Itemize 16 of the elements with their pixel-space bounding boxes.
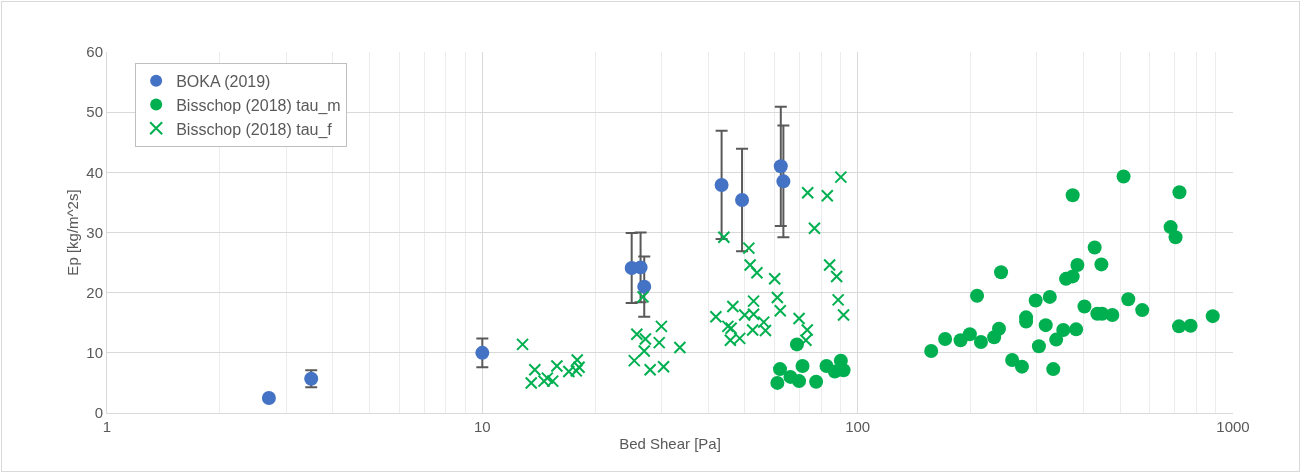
y-tick-label: 40 (86, 163, 103, 181)
y-tick-label: 10 (86, 344, 103, 362)
x-axis-title: Bed Shear [Pa] (619, 435, 721, 452)
y-tick-label: 30 (86, 223, 103, 241)
x-tick-label: 100 (845, 418, 871, 435)
legend-label: Bisschop (2018) tau_m (176, 96, 341, 115)
legend-label: BOKA (2019) (176, 72, 271, 90)
y-axis-title: Ep [kg/m^2s] (63, 189, 81, 276)
y-tick-label: 60 (86, 43, 103, 61)
y-tick-label: 20 (86, 283, 103, 301)
x-tick-label: 10 (473, 418, 491, 435)
legend-label: Bisschop (2018) tau_f (176, 120, 333, 139)
y-tick-label: 0 (94, 404, 103, 422)
y-tick-label: 50 (86, 103, 103, 121)
x-tick-label: 1000 (1216, 418, 1250, 435)
x-tick-label: 1 (102, 418, 112, 435)
